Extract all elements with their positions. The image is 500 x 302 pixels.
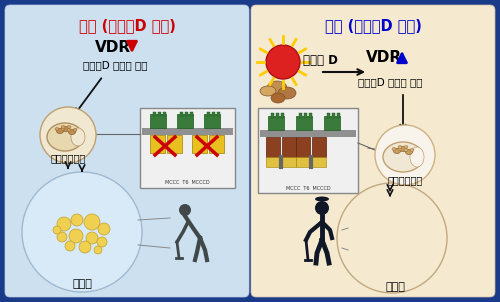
Ellipse shape [315, 197, 329, 201]
Bar [271, 113, 274, 118]
Circle shape [69, 229, 83, 243]
Bar [163, 112, 166, 116]
Bar [276, 113, 279, 118]
Circle shape [79, 241, 91, 253]
Bar [296, 116, 312, 130]
Circle shape [315, 201, 329, 215]
Bar [180, 112, 183, 116]
Ellipse shape [406, 149, 412, 155]
FancyBboxPatch shape [251, 5, 495, 297]
Circle shape [40, 107, 96, 163]
Ellipse shape [71, 128, 85, 146]
Text: MCCC  T6  MCCCD: MCCC T6 MCCCD [164, 181, 210, 185]
Bar [296, 157, 326, 167]
Ellipse shape [47, 123, 83, 151]
Text: MCCC  T6  MCCCD: MCCC T6 MCCCD [286, 185, 331, 191]
Bar [207, 112, 210, 116]
Circle shape [53, 226, 61, 234]
Ellipse shape [260, 86, 276, 96]
Circle shape [86, 232, 98, 244]
Text: 비타민 D: 비타민 D [303, 53, 338, 66]
Text: VDR: VDR [95, 40, 131, 56]
Ellipse shape [404, 146, 408, 149]
Bar [185, 112, 188, 116]
Bar [296, 137, 310, 157]
Circle shape [57, 217, 71, 231]
Polygon shape [363, 218, 421, 256]
Circle shape [375, 125, 435, 185]
Bar [281, 113, 284, 118]
Ellipse shape [410, 149, 414, 152]
Ellipse shape [401, 243, 413, 252]
Circle shape [22, 172, 142, 292]
Ellipse shape [61, 126, 65, 128]
Ellipse shape [61, 127, 65, 130]
Ellipse shape [398, 146, 402, 149]
Text: 미토콘드리아: 미토콘드리아 [50, 153, 86, 163]
Ellipse shape [400, 146, 406, 152]
Ellipse shape [375, 224, 395, 236]
Bar [209, 135, 224, 153]
Bar [212, 112, 215, 116]
Bar [260, 130, 356, 137]
Bar [282, 137, 296, 157]
Bar [332, 113, 335, 118]
Bar [158, 112, 161, 116]
Bar [142, 128, 233, 135]
Polygon shape [47, 210, 110, 252]
Bar [192, 135, 207, 153]
Bar [266, 157, 296, 167]
Bar [299, 113, 302, 118]
Text: 지방간: 지방간 [72, 279, 92, 289]
Circle shape [337, 183, 447, 293]
Bar [217, 112, 220, 116]
Text: 미토콘드리아: 미토콘드리아 [388, 175, 422, 185]
Bar [312, 137, 326, 157]
Bar [150, 135, 165, 153]
Text: 비타민D 수용체 감소: 비타민D 수용체 감소 [83, 60, 147, 70]
Bar [150, 114, 166, 128]
Ellipse shape [394, 149, 400, 153]
Ellipse shape [67, 126, 71, 128]
Bar [190, 112, 193, 116]
Ellipse shape [55, 127, 59, 130]
Bar [177, 114, 193, 128]
Bar [268, 116, 284, 130]
Bar [337, 113, 340, 118]
Circle shape [97, 237, 107, 247]
Bar [327, 113, 330, 118]
Ellipse shape [404, 149, 408, 152]
Text: 비타민D 수용체 증가: 비타민D 수용체 증가 [358, 77, 422, 87]
Bar [266, 137, 280, 157]
Ellipse shape [62, 127, 70, 131]
Circle shape [84, 214, 100, 230]
Ellipse shape [68, 130, 75, 134]
FancyBboxPatch shape [140, 108, 235, 188]
Circle shape [71, 214, 83, 226]
Circle shape [94, 246, 102, 254]
Ellipse shape [56, 128, 64, 133]
Bar [324, 116, 340, 130]
Bar [309, 113, 312, 118]
Ellipse shape [73, 128, 77, 131]
Ellipse shape [67, 128, 71, 131]
Ellipse shape [267, 81, 287, 95]
Text: 노인 (비타민D 부족): 노인 (비타민D 부족) [78, 18, 176, 34]
Text: 정상간: 정상간 [385, 282, 405, 292]
Ellipse shape [392, 147, 396, 150]
Ellipse shape [271, 93, 285, 103]
Bar [304, 113, 307, 118]
Ellipse shape [383, 142, 423, 172]
Text: 노인 (비타민D 보충): 노인 (비타민D 보충) [324, 18, 422, 34]
Bar [204, 114, 220, 128]
Ellipse shape [410, 147, 424, 167]
FancyBboxPatch shape [5, 5, 249, 297]
Circle shape [179, 204, 191, 216]
Circle shape [65, 241, 75, 251]
FancyBboxPatch shape [258, 108, 358, 193]
Circle shape [266, 45, 300, 79]
Circle shape [98, 223, 110, 235]
Circle shape [57, 232, 67, 242]
Ellipse shape [398, 147, 402, 150]
